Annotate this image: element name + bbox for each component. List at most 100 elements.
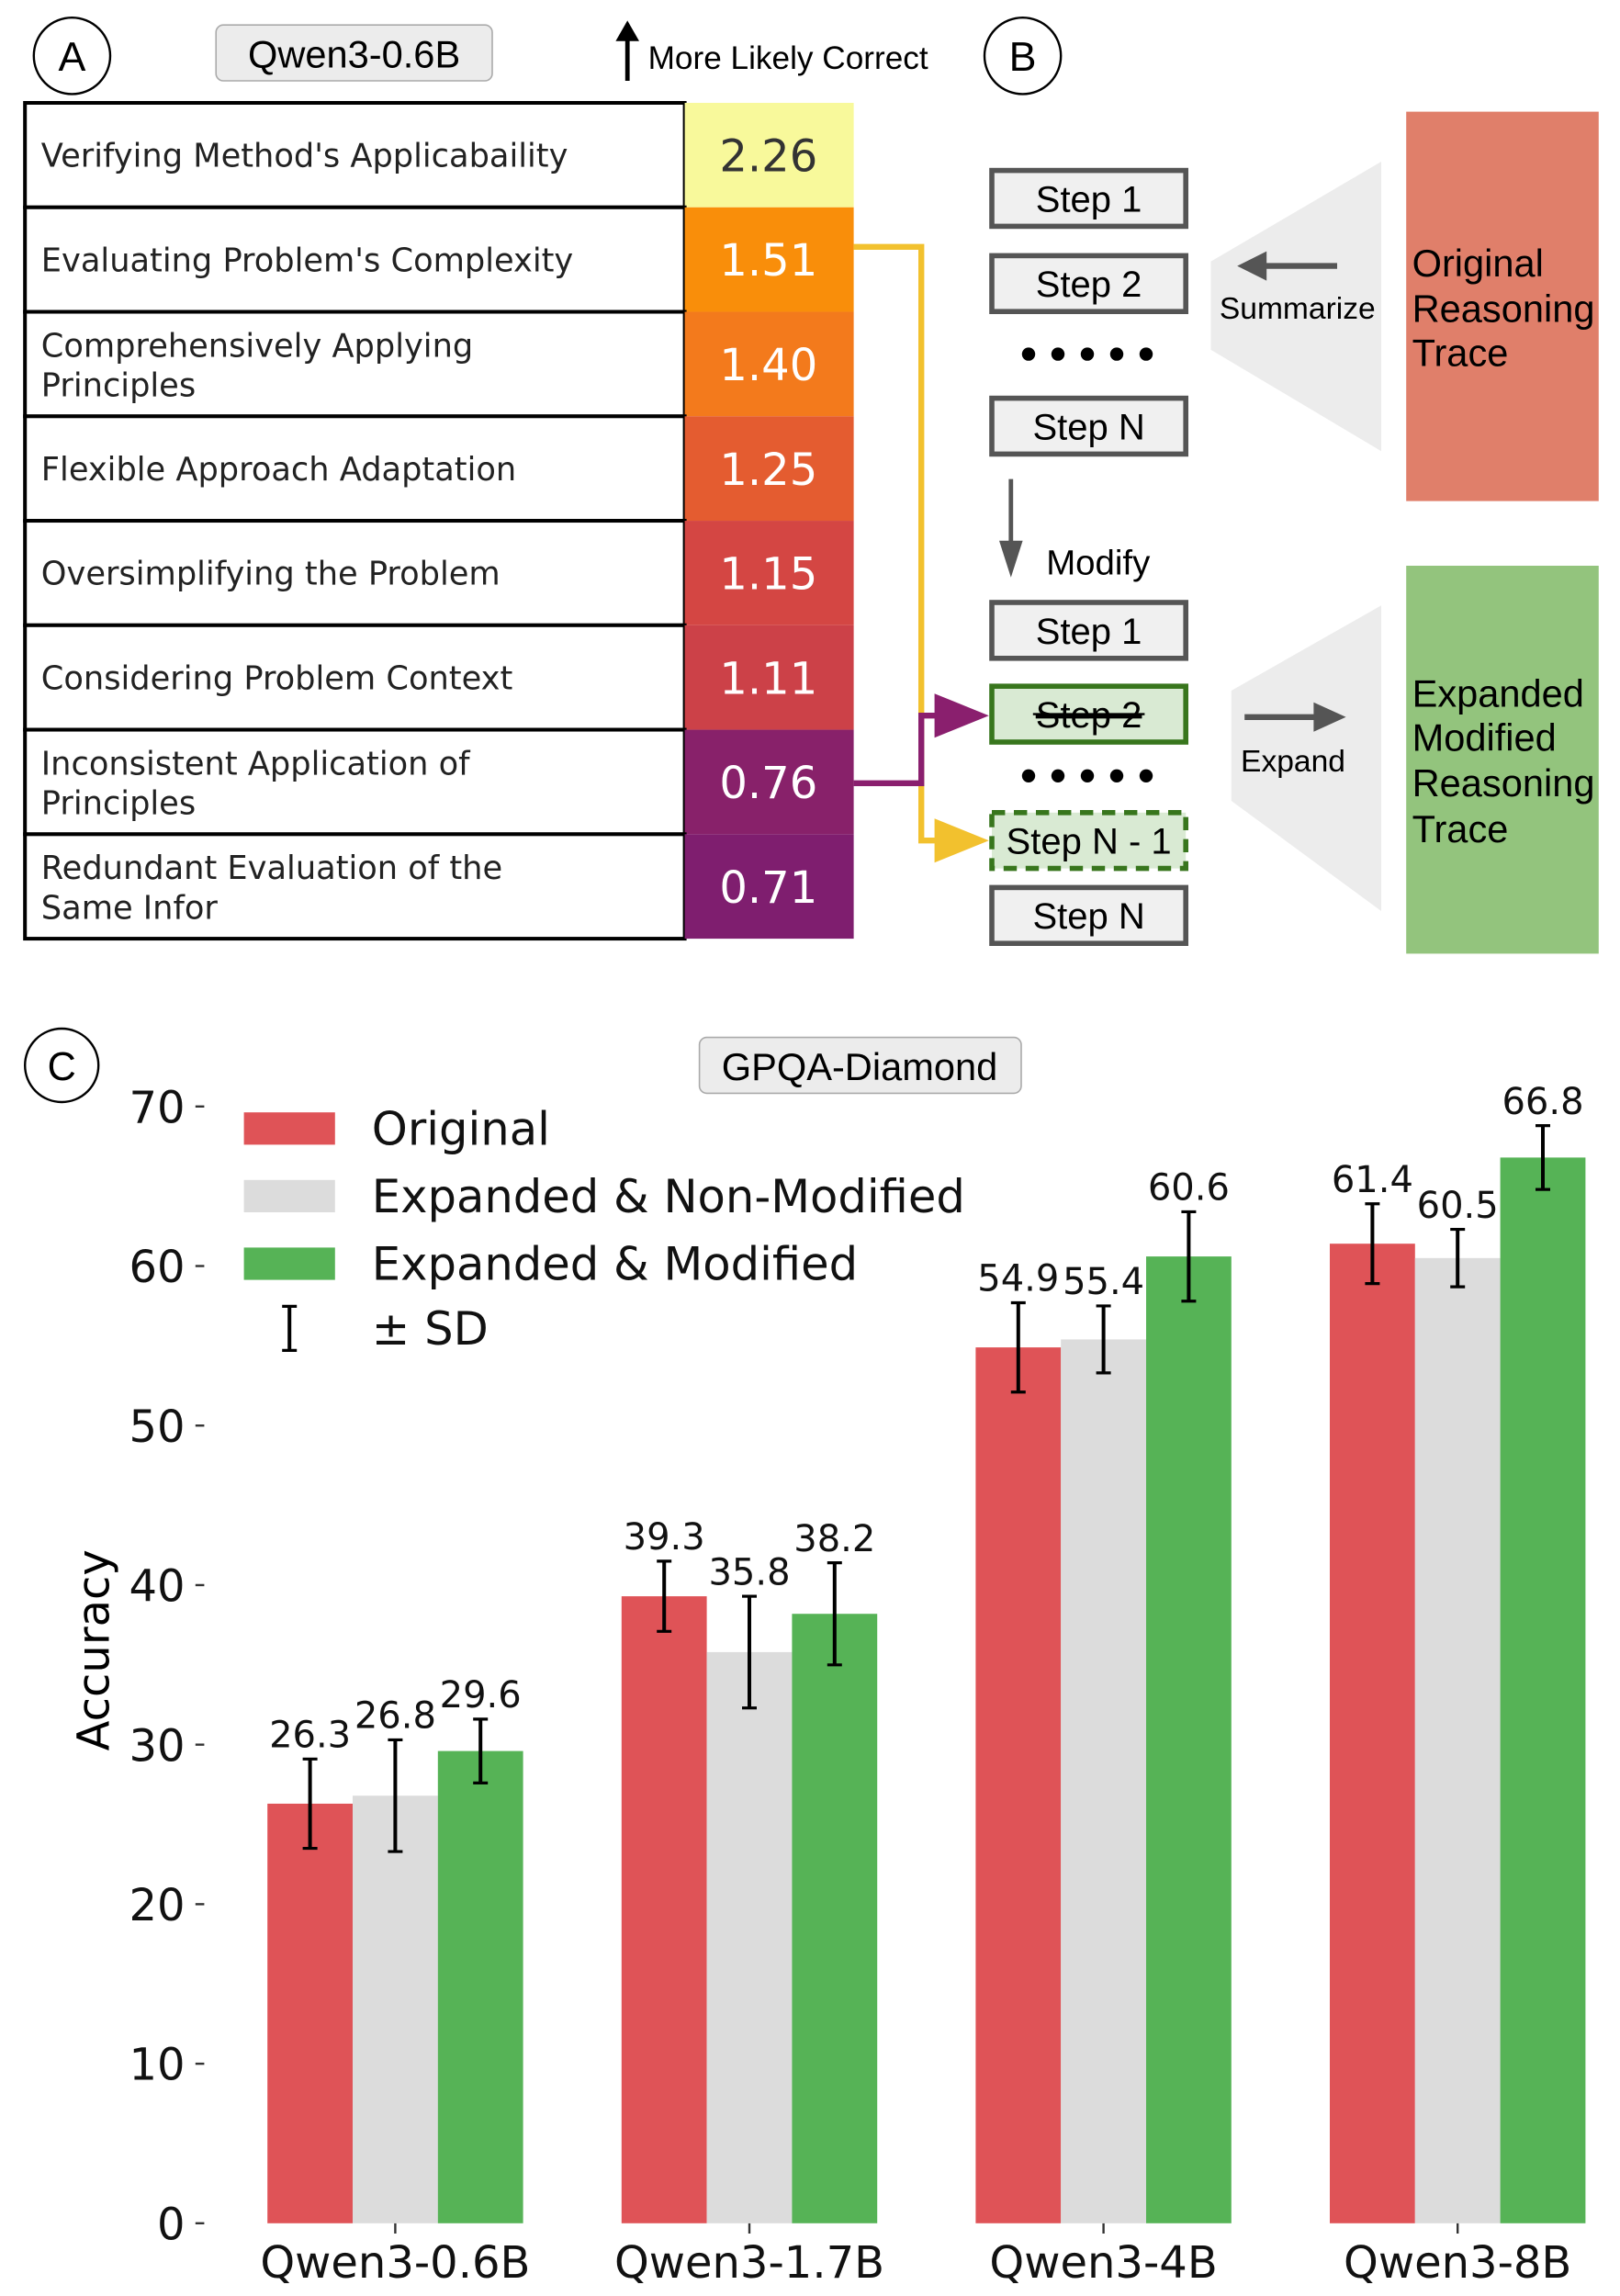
behavior-label-line: Considering Problem Context xyxy=(41,659,512,697)
summarize-funnel xyxy=(1210,162,1381,452)
behavior-cell xyxy=(23,832,687,941)
behavior-label: Considering Problem Context xyxy=(41,659,512,697)
y-tick-label: 60 xyxy=(129,1242,186,1293)
behavior-cell xyxy=(23,727,687,837)
top-step-n-label: Step N xyxy=(1032,407,1144,447)
expanded-trace-box xyxy=(1406,566,1599,954)
legend-label: ± SD xyxy=(372,1302,489,1356)
dot xyxy=(1021,769,1036,782)
score-value: 1.51 xyxy=(719,235,817,287)
behavior-label: Flexible Approach Adaptation xyxy=(41,451,516,489)
left-arrow-icon xyxy=(1237,251,1337,281)
behavior-label-line: Flexible Approach Adaptation xyxy=(41,451,516,489)
table-row: Evaluating Problem's Complexity 1.51 xyxy=(23,205,854,314)
y-tick-label: 10 xyxy=(129,2040,186,2091)
dot xyxy=(1021,347,1036,361)
data-label: 29.6 xyxy=(440,1674,522,1716)
score-value: 1.11 xyxy=(719,653,817,704)
data-label: 26.3 xyxy=(269,1714,351,1756)
model-badge: Qwen3-0.6B xyxy=(215,24,493,82)
behavior-label-line: Evaluating Problem's Complexity xyxy=(41,242,573,279)
direction-note: More Likely Correct xyxy=(648,40,928,76)
svg-text:Qwen3-0.6B: Qwen3-0.6B xyxy=(248,33,460,76)
behavior-label-line: Principles xyxy=(41,367,196,405)
top-step-n: Step N xyxy=(989,395,1189,457)
behavior-label: Verifying Method's Applicabaility xyxy=(41,138,568,175)
yellow-link xyxy=(853,243,955,844)
score-cell xyxy=(684,103,854,208)
bar xyxy=(267,1803,353,2223)
score-cell xyxy=(684,729,854,835)
table-row: Inconsistent Application of Principles 0.7… xyxy=(23,727,854,837)
behavior-label: Comprehensively Applying Principles xyxy=(41,327,473,404)
top-step-2: Step 2 xyxy=(989,253,1189,314)
data-label: 66.8 xyxy=(1502,1081,1583,1123)
expand-funnel xyxy=(1231,605,1381,911)
dot xyxy=(1109,347,1124,361)
legend-swatch xyxy=(243,1247,335,1280)
dot xyxy=(1139,347,1153,361)
bottom-step-2-modified: Step 2 xyxy=(989,683,1189,745)
bar xyxy=(353,1795,438,2223)
behavior-label-line: Redundant Evaluation of the xyxy=(41,850,502,887)
top-step-1: Step 1 xyxy=(989,167,1189,230)
bar xyxy=(792,1614,878,2223)
expand-label: Expand xyxy=(1241,745,1345,779)
right-arrow-icon xyxy=(1244,702,1346,732)
bar xyxy=(706,1651,793,2223)
data-label: 55.4 xyxy=(1063,1261,1144,1303)
original-trace-box xyxy=(1406,111,1599,501)
legend-swatch xyxy=(243,1179,335,1212)
y-tick-label: 70 xyxy=(129,1082,186,1133)
x-tick-label: Qwen3-8B xyxy=(1344,2237,1571,2289)
data-label: 35.8 xyxy=(708,1551,790,1593)
modify-label: Modify xyxy=(1046,544,1151,583)
behavior-label: Inconsistent Application of Principles xyxy=(41,745,471,822)
behavior-label-line: Inconsistent Application of xyxy=(41,745,471,782)
behavior-label-line: Comprehensively Applying xyxy=(41,327,473,365)
score-value: 2.26 xyxy=(719,130,817,182)
score-cell xyxy=(684,521,854,625)
behavior-label: Evaluating Problem's Complexity xyxy=(41,242,573,279)
score-cell xyxy=(684,311,854,417)
bottom-step-n-minus-1: Step N - 1 xyxy=(989,810,1189,872)
behavior-label-line: Verifying Method's Applicabaility xyxy=(41,138,568,175)
y-tick-label: 20 xyxy=(129,1880,186,1931)
behavior-label-line: Principles xyxy=(41,785,196,823)
bottom-step-n-minus-1-box xyxy=(989,810,1189,872)
bar xyxy=(1414,1257,1501,2223)
score-value: 1.25 xyxy=(719,445,817,496)
legend-swatch xyxy=(243,1112,335,1145)
bottom-step-n-minus-1-label: Step N - 1 xyxy=(1007,822,1172,862)
bar xyxy=(1500,1157,1586,2223)
table-row: Oversimplifying the Problem 1.15 xyxy=(23,519,854,627)
behavior-label: Oversimplifying the Problem xyxy=(41,556,501,593)
bottom-step-1-box xyxy=(989,600,1189,661)
original-trace-label: Original Reasoning Trace xyxy=(1412,242,1605,375)
svg-text:B: B xyxy=(1009,34,1037,80)
data-label: 26.8 xyxy=(354,1695,436,1738)
svg-text:GPQA-Diamond: GPQA-Diamond xyxy=(722,1045,998,1088)
bar xyxy=(975,1347,1062,2223)
behavior-table: Verifying Method's Applicabaility 2.26 Eva… xyxy=(23,101,854,941)
dot xyxy=(1051,769,1065,782)
y-tick-label: 50 xyxy=(129,1401,186,1453)
step-boxes: Step 1 Step 2 Step N Step 1 Step 2 Step N - 1… xyxy=(989,167,1189,946)
legend-label: Expanded & Modified xyxy=(372,1238,858,1291)
top-step-1-label: Step 1 xyxy=(1036,179,1142,219)
score-cell xyxy=(684,834,854,940)
purple-arrowhead-icon xyxy=(934,693,989,738)
legend: Original Expanded & Non-Modified Expanded … xyxy=(243,1102,965,1356)
score-value: 0.71 xyxy=(719,862,817,914)
data-label: 39.3 xyxy=(624,1516,705,1559)
table-row: Considering Problem Context 1.11 xyxy=(23,623,854,732)
x-tick-label: Qwen3-0.6B xyxy=(260,2237,530,2289)
y-tick-label: 0 xyxy=(157,2199,186,2250)
top-step-1-box xyxy=(989,167,1189,230)
behavior-cell xyxy=(23,310,687,419)
expanded-trace-label: Expanded Modified Reasoning Trace xyxy=(1412,672,1605,850)
data-label: 38.2 xyxy=(793,1518,875,1560)
dot xyxy=(1109,769,1124,782)
bottom-step-1: Step 1 xyxy=(989,600,1189,661)
